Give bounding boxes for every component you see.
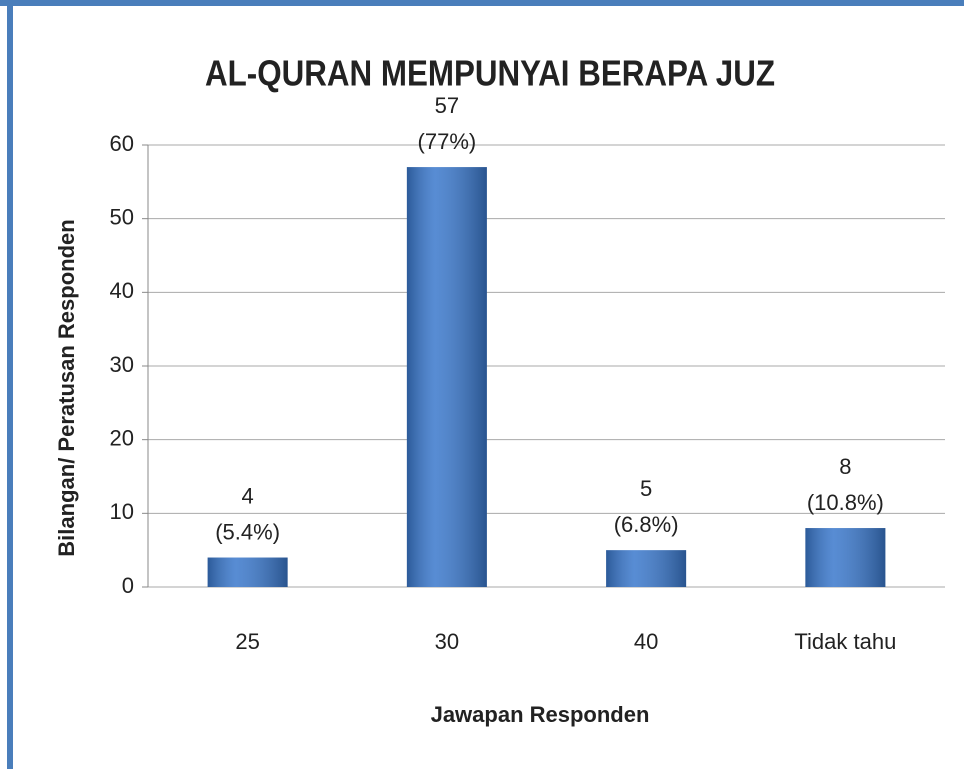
share-label: (10.8%) [807,490,884,515]
y-tick-label: 60 [110,131,134,156]
y-tick-label: 40 [110,278,134,303]
chart-title: AL-QURAN MEMPUNYAI BERAPA JUZ [205,53,775,94]
bar-shade [406,167,487,587]
y-tick-label: 0 [122,573,134,598]
share-label: (5.4%) [215,519,280,544]
y-tick-label: 10 [110,499,134,524]
bar-shade [207,557,288,587]
data-label: 8 [839,454,851,479]
x-tick-label: 40 [634,629,658,654]
y-tick-label: 20 [110,425,134,450]
share-label: (6.8%) [614,512,679,537]
y-tick-label: 30 [110,352,134,377]
x-tick-label: Tidak tahu [794,629,896,654]
x-tick-label: 25 [235,629,259,654]
data-label: 4 [242,483,254,508]
x-axis-title: Jawapan Responden [431,702,650,727]
y-tick-label: 50 [110,204,134,229]
data-label: 5 [640,476,652,501]
data-label: 57 [435,93,459,118]
bar-shade [606,550,687,587]
x-tick-label: 30 [435,629,459,654]
share-label: (77%) [418,129,477,154]
bar-shade [805,528,886,587]
y-axis-title: Bilangan/ Peratusan Responden [54,219,79,556]
